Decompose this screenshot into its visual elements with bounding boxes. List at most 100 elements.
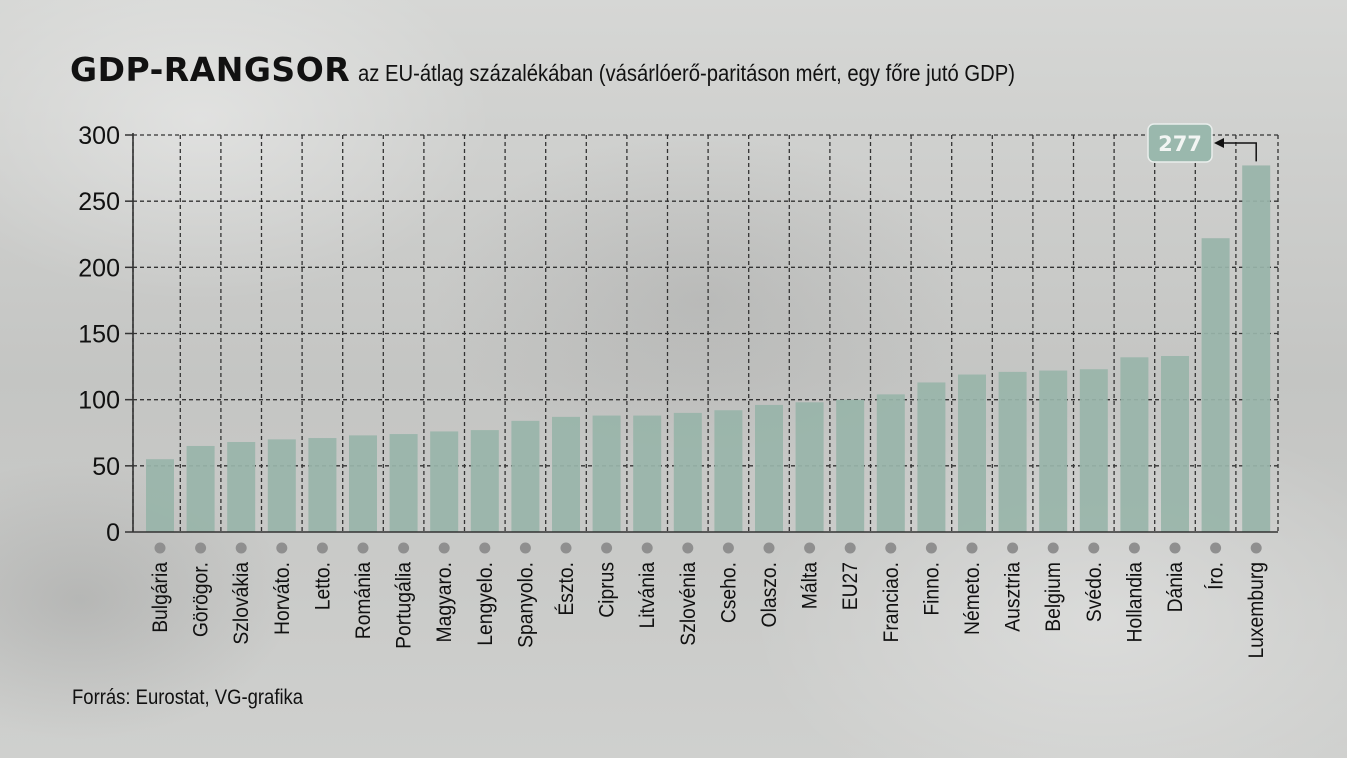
category-dot xyxy=(722,542,734,554)
y-tick-label: 100 xyxy=(78,387,120,415)
x-tick-label: Észto. xyxy=(554,562,578,616)
category-dot xyxy=(519,542,531,554)
x-tick-label: Spanyolo. xyxy=(515,562,538,648)
bar-layer xyxy=(146,165,1271,533)
x-tick-label: Görögor. xyxy=(190,562,213,637)
category-dot xyxy=(154,542,166,554)
x-tick-label: Szlovénia xyxy=(677,561,700,645)
x-tick-label: Íro. xyxy=(1204,562,1228,590)
bar-Franciao. xyxy=(876,394,905,532)
category-dot xyxy=(763,542,775,554)
bar-Belgium xyxy=(1039,370,1068,532)
category-dot xyxy=(1210,542,1222,554)
category-dot xyxy=(966,542,978,554)
category-dot xyxy=(885,542,897,554)
bar-Svédo. xyxy=(1079,369,1108,532)
chart-subtitle: az EU-átlag százalékában (vásárlóerő-par… xyxy=(358,60,1016,86)
bar-Litvánia xyxy=(633,415,662,532)
source-note: Forrás: Eurostat, VG-grafika xyxy=(72,686,304,709)
bar-Ciprus xyxy=(592,415,621,532)
x-tick-label: Svédo. xyxy=(1083,562,1106,622)
x-tick-label: Hollandia xyxy=(1124,561,1147,642)
x-tick-label: Belgium xyxy=(1043,562,1066,632)
x-tick-label: Portugália xyxy=(393,561,416,649)
category-dot xyxy=(641,542,653,554)
y-tick-label: 250 xyxy=(78,188,120,216)
callout-box xyxy=(1147,123,1213,163)
bar-Portugália xyxy=(389,434,418,532)
x-tick-label: Luxemburg xyxy=(1246,562,1269,659)
x-tick-label: EU27 xyxy=(840,562,863,610)
bar-Letto. xyxy=(308,438,337,532)
x-tick-label: Románia xyxy=(352,561,375,639)
y-tick-label: 200 xyxy=(78,254,120,282)
category-dot xyxy=(1128,542,1140,554)
callout-value: 277 xyxy=(1158,132,1202,156)
bar-Spanyolo. xyxy=(511,420,540,532)
category-dot xyxy=(804,542,816,554)
callout-arrowhead xyxy=(1214,138,1224,148)
x-tick-label: Letto. xyxy=(312,562,335,610)
category-dot xyxy=(1088,542,1100,554)
y-tick-label: 150 xyxy=(78,321,120,349)
bar-EU27 xyxy=(836,399,865,532)
axis-layer: 0 50 100 150 200 250 300 xyxy=(78,122,1278,547)
x-tick-label: Málta xyxy=(799,561,822,609)
chart-title-row: GDP-RANGSOR az EU-átlag százalékában (vás… xyxy=(70,50,1105,89)
category-dot xyxy=(1169,542,1181,554)
category-dot xyxy=(316,542,328,554)
bar-Málta xyxy=(795,402,824,532)
bar-Horváto. xyxy=(267,439,296,532)
bar-Olaszo. xyxy=(755,404,783,532)
category-dot xyxy=(1007,542,1019,554)
y-tick-label: 300 xyxy=(78,122,120,150)
bar-Cseho. xyxy=(714,410,743,532)
category-dot xyxy=(844,542,856,554)
y-tick-label: 0 xyxy=(106,519,120,547)
callout-leader-line xyxy=(1222,142,1257,162)
x-tick-label: Szlovákia xyxy=(231,561,254,644)
bar-Németo. xyxy=(958,374,986,532)
bar-Görögor. xyxy=(186,445,215,532)
x-tick-label: Lengyelo. xyxy=(474,562,497,646)
category-dot xyxy=(357,542,369,554)
x-tick-label: Németo. xyxy=(961,562,984,635)
category-dot xyxy=(479,542,491,554)
category-dot xyxy=(438,542,450,554)
x-tick-label: Ausztria xyxy=(1002,561,1025,631)
x-tick-label: Magyaro. xyxy=(434,562,457,642)
bar-Magyaro. xyxy=(430,431,459,532)
category-dot xyxy=(1047,542,1059,554)
category-dot xyxy=(601,542,613,554)
bar-Lengyelo. xyxy=(470,430,499,532)
x-tick-label: Bulgária xyxy=(149,561,172,633)
category-dot xyxy=(235,542,247,554)
x-tick-label: Franciao. xyxy=(880,562,903,642)
callout-layer: 277 xyxy=(1147,123,1257,163)
category-dot xyxy=(925,542,937,554)
x-tick-label: Ciprus xyxy=(596,562,619,618)
x-tick-label: Olaszo. xyxy=(758,562,781,627)
category-dot xyxy=(560,542,572,554)
category-dot xyxy=(398,542,410,554)
category-dot xyxy=(1250,542,1262,554)
x-tick-label: Cseho. xyxy=(718,562,741,623)
category-dot xyxy=(276,542,288,554)
bar-Észto. xyxy=(552,416,580,532)
x-tick-label: Dánia xyxy=(1164,561,1187,612)
label-layer: Bulgária Görögor. Szlovákia Horváto. Letto. R… xyxy=(149,542,1269,659)
bar-Szlovákia xyxy=(227,442,256,532)
bar-Ausztria xyxy=(998,371,1027,532)
bar-Finno. xyxy=(917,382,946,532)
bar-Hollandia xyxy=(1120,357,1149,532)
y-tick-label: 50 xyxy=(92,453,120,481)
bar-Bulgária xyxy=(146,459,174,532)
chart-title: GDP-RANGSOR xyxy=(70,50,351,89)
x-tick-label: Finno. xyxy=(921,562,944,616)
bar-Románia xyxy=(349,435,377,532)
category-dot xyxy=(682,542,694,554)
bar-Dánia xyxy=(1161,355,1189,532)
bar-Luxemburg xyxy=(1242,165,1271,533)
bar-Íro. xyxy=(1201,238,1230,532)
